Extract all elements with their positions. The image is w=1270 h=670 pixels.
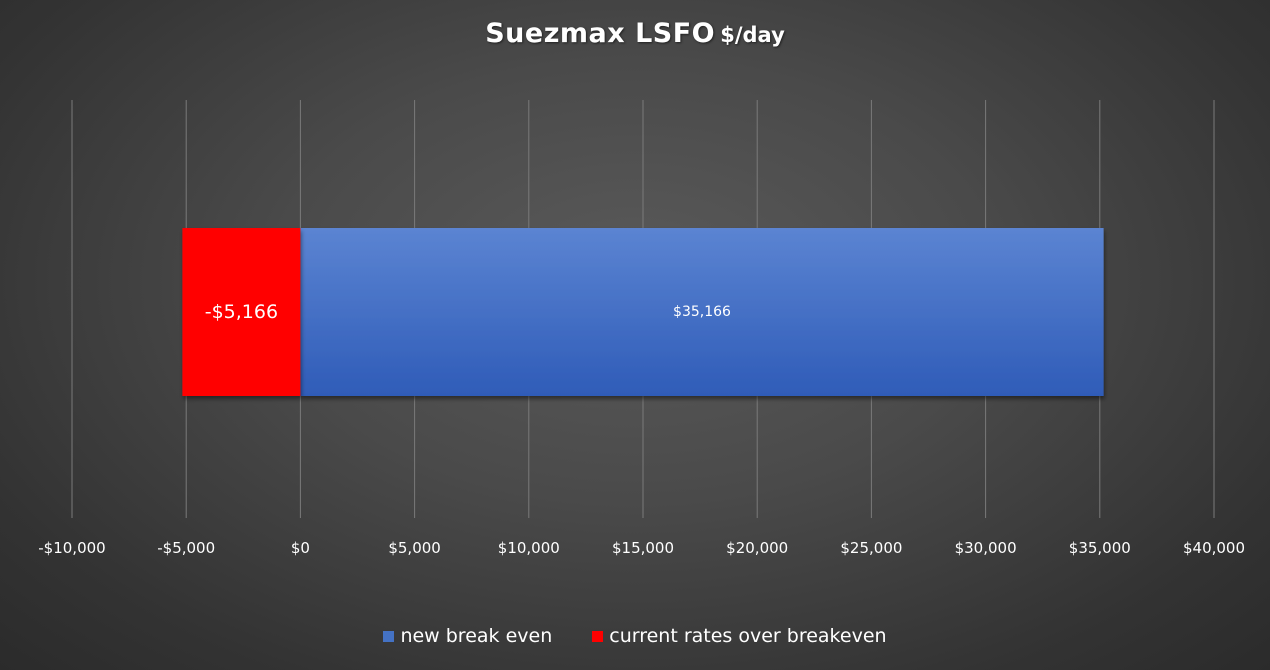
chart-title-main: Suezmax LSFO bbox=[485, 18, 716, 49]
x-tick-label: $25,000 bbox=[840, 539, 902, 557]
x-tick-label: $30,000 bbox=[955, 539, 1017, 557]
x-tick-label: $0 bbox=[291, 539, 310, 557]
data-label: -$5,166 bbox=[205, 301, 278, 323]
legend-label-new-break-even: new break even bbox=[400, 625, 553, 647]
x-tick-label: $15,000 bbox=[612, 539, 674, 557]
chart-title-unit: $/day bbox=[720, 23, 785, 47]
legend-swatch-red bbox=[592, 630, 604, 642]
legend-swatch-blue bbox=[383, 630, 395, 642]
bar-new-break-even bbox=[300, 228, 1104, 396]
x-tick-label: -$5,000 bbox=[157, 539, 215, 557]
x-tick-label: $10,000 bbox=[498, 539, 560, 557]
legend-item-current-rates: current rates over breakeven bbox=[592, 625, 887, 647]
legend-item-new-break-even: new break even bbox=[383, 625, 552, 647]
x-tick-label: $5,000 bbox=[388, 539, 441, 557]
x-tick-label: $20,000 bbox=[726, 539, 788, 557]
x-tick-label: -$10,000 bbox=[38, 539, 105, 557]
x-axis-ticks: -$10,000 -$5,000 $0 $5,000 $10,000 $15,000 $20… bbox=[38, 539, 1245, 557]
data-label: $35,166 bbox=[673, 304, 731, 320]
x-tick-label: $35,000 bbox=[1069, 539, 1131, 557]
bar-current-rates-over-breakeven bbox=[182, 228, 301, 396]
chart-title: Suezmax LSFO $/day bbox=[0, 18, 1270, 49]
legend-label-current-rates: current rates over breakeven bbox=[609, 625, 887, 647]
bars: $35,166 -$5,166 bbox=[182, 228, 1104, 396]
x-tick-label: $40,000 bbox=[1183, 539, 1245, 557]
legend: new break even current rates over breake… bbox=[0, 625, 1270, 647]
